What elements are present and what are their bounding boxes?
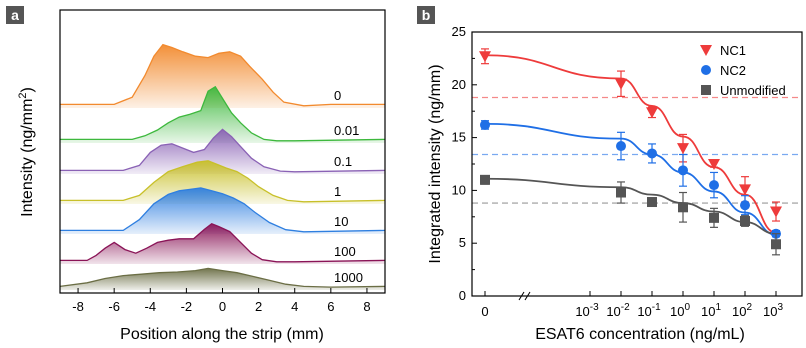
panel-b-tag xyxy=(417,6,435,24)
legend-label: NC1 xyxy=(720,43,746,58)
panel-a-y-axis-label: Intensity (ng/mm2) xyxy=(17,87,36,217)
concentration-label: 1000 xyxy=(334,270,363,285)
x-tick-label: -2 xyxy=(181,299,193,314)
profile-area-100 xyxy=(60,223,385,264)
concentration-label: 100 xyxy=(334,244,356,259)
panel-a-x-axis-label: Position along the strip (mm) xyxy=(120,326,324,343)
profile-line-0.01 xyxy=(60,85,386,142)
concentration-label: 0 xyxy=(334,88,341,103)
profile-area-1000 xyxy=(60,268,385,290)
data-point xyxy=(615,78,627,90)
panel-a: a -8 -6 -4 -2 0 2 4 6 8 0 0.01 0.1 1 10 100 1000 Posit… xyxy=(6,6,386,343)
data-point xyxy=(480,119,490,130)
y-tick-label: 25 xyxy=(452,24,466,39)
panel-a-series-labels: 0 0.01 0.1 1 10 100 1000 xyxy=(334,88,363,285)
x-tick-label: 10-2 xyxy=(606,302,630,319)
data-point xyxy=(616,141,626,152)
concentration-label: 0.01 xyxy=(334,123,359,138)
y-tick-label: 0 xyxy=(459,288,466,303)
x-tick-label: 102 xyxy=(732,302,752,319)
data-point xyxy=(678,165,688,176)
y-tick-label: 15 xyxy=(452,130,466,145)
x-tick-label: 103 xyxy=(763,302,783,319)
profile-area-1 xyxy=(60,160,385,204)
x-tick-label: 6 xyxy=(327,299,334,314)
axis-break xyxy=(518,291,525,301)
x-tick-label: 0 xyxy=(219,299,226,314)
panel-b-plot-area xyxy=(472,48,802,256)
data-point xyxy=(646,107,658,119)
concentration-label: 1 xyxy=(334,184,341,199)
legend: NC1 NC2 Unmodified xyxy=(700,43,786,98)
concentration-label: 10 xyxy=(334,214,348,229)
x-tick-label: 10-1 xyxy=(637,302,661,319)
y-tick-label: 10 xyxy=(452,182,466,197)
data-point xyxy=(647,148,657,159)
x-tick-label: -8 xyxy=(72,299,84,314)
legend-marker xyxy=(700,45,712,56)
x-tick-label: -6 xyxy=(108,299,120,314)
x-tick-label: 101 xyxy=(701,302,721,319)
data-point xyxy=(739,184,751,196)
data-point xyxy=(677,143,689,155)
data-point xyxy=(740,216,750,227)
profile-line-10 xyxy=(60,187,386,233)
panel-b-frame xyxy=(471,31,803,297)
data-point xyxy=(709,212,719,223)
data-point xyxy=(740,200,750,211)
x-tick-label: 2 xyxy=(255,299,262,314)
y-tick-label: 5 xyxy=(459,235,466,250)
data-point xyxy=(647,197,657,208)
profile-line-0 xyxy=(60,43,385,107)
data-point xyxy=(616,187,626,198)
data-point xyxy=(709,180,719,191)
data-point xyxy=(480,174,490,185)
profile-area-0.1 xyxy=(60,129,385,174)
profile-line-1000 xyxy=(59,267,386,288)
y-tick-label: 20 xyxy=(452,77,466,92)
panel-b-x-axis-label: ESAT6 concentration (ng/mL) xyxy=(535,326,745,343)
data-point xyxy=(678,202,688,213)
profile-area-0 xyxy=(60,44,385,108)
profile-line-100 xyxy=(60,222,386,263)
x-tick-label: 0 xyxy=(481,304,488,319)
legend-marker xyxy=(701,85,711,95)
panel-b-y-axis-label: Integrated intensity (ng/mm) xyxy=(427,64,444,263)
x-tick-label: 4 xyxy=(291,299,298,314)
profile-area-0.01 xyxy=(60,86,385,143)
x-tick-label: 8 xyxy=(363,299,370,314)
x-tick-label: 10-3 xyxy=(575,302,599,319)
panel-a-plot-area xyxy=(59,43,386,290)
x-tick-label: 100 xyxy=(670,302,690,319)
data-point xyxy=(771,239,781,250)
panel-b-ticks: 0 5 10 15 20 25 0 10-3 10-2 10-1 100 101 102 103 xyxy=(452,24,784,319)
profile-line-0.1 xyxy=(60,128,386,173)
concentration-label: 0.1 xyxy=(334,154,352,169)
data-point xyxy=(770,206,782,218)
profile-line-1 xyxy=(60,160,386,203)
panel-b: b 0 5 10 15 20 25 0 10-3 10-2 10-1 100 101 102 103 NC… xyxy=(417,6,803,343)
panel-a-x-ticks: -8 -6 -4 -2 0 2 4 6 8 xyxy=(72,288,371,314)
panel-b-tag-text: b xyxy=(422,7,431,23)
data-point xyxy=(479,51,491,63)
legend-marker xyxy=(701,65,711,75)
x-tick-label: -4 xyxy=(144,299,156,314)
axis-break xyxy=(524,291,531,301)
panel-a-tag-text: a xyxy=(11,7,19,23)
panel-a-tag xyxy=(6,6,24,24)
profile-area-10 xyxy=(60,187,385,234)
legend-label: NC2 xyxy=(720,63,746,78)
data-point xyxy=(708,159,720,170)
legend-label: Unmodified xyxy=(720,83,786,98)
